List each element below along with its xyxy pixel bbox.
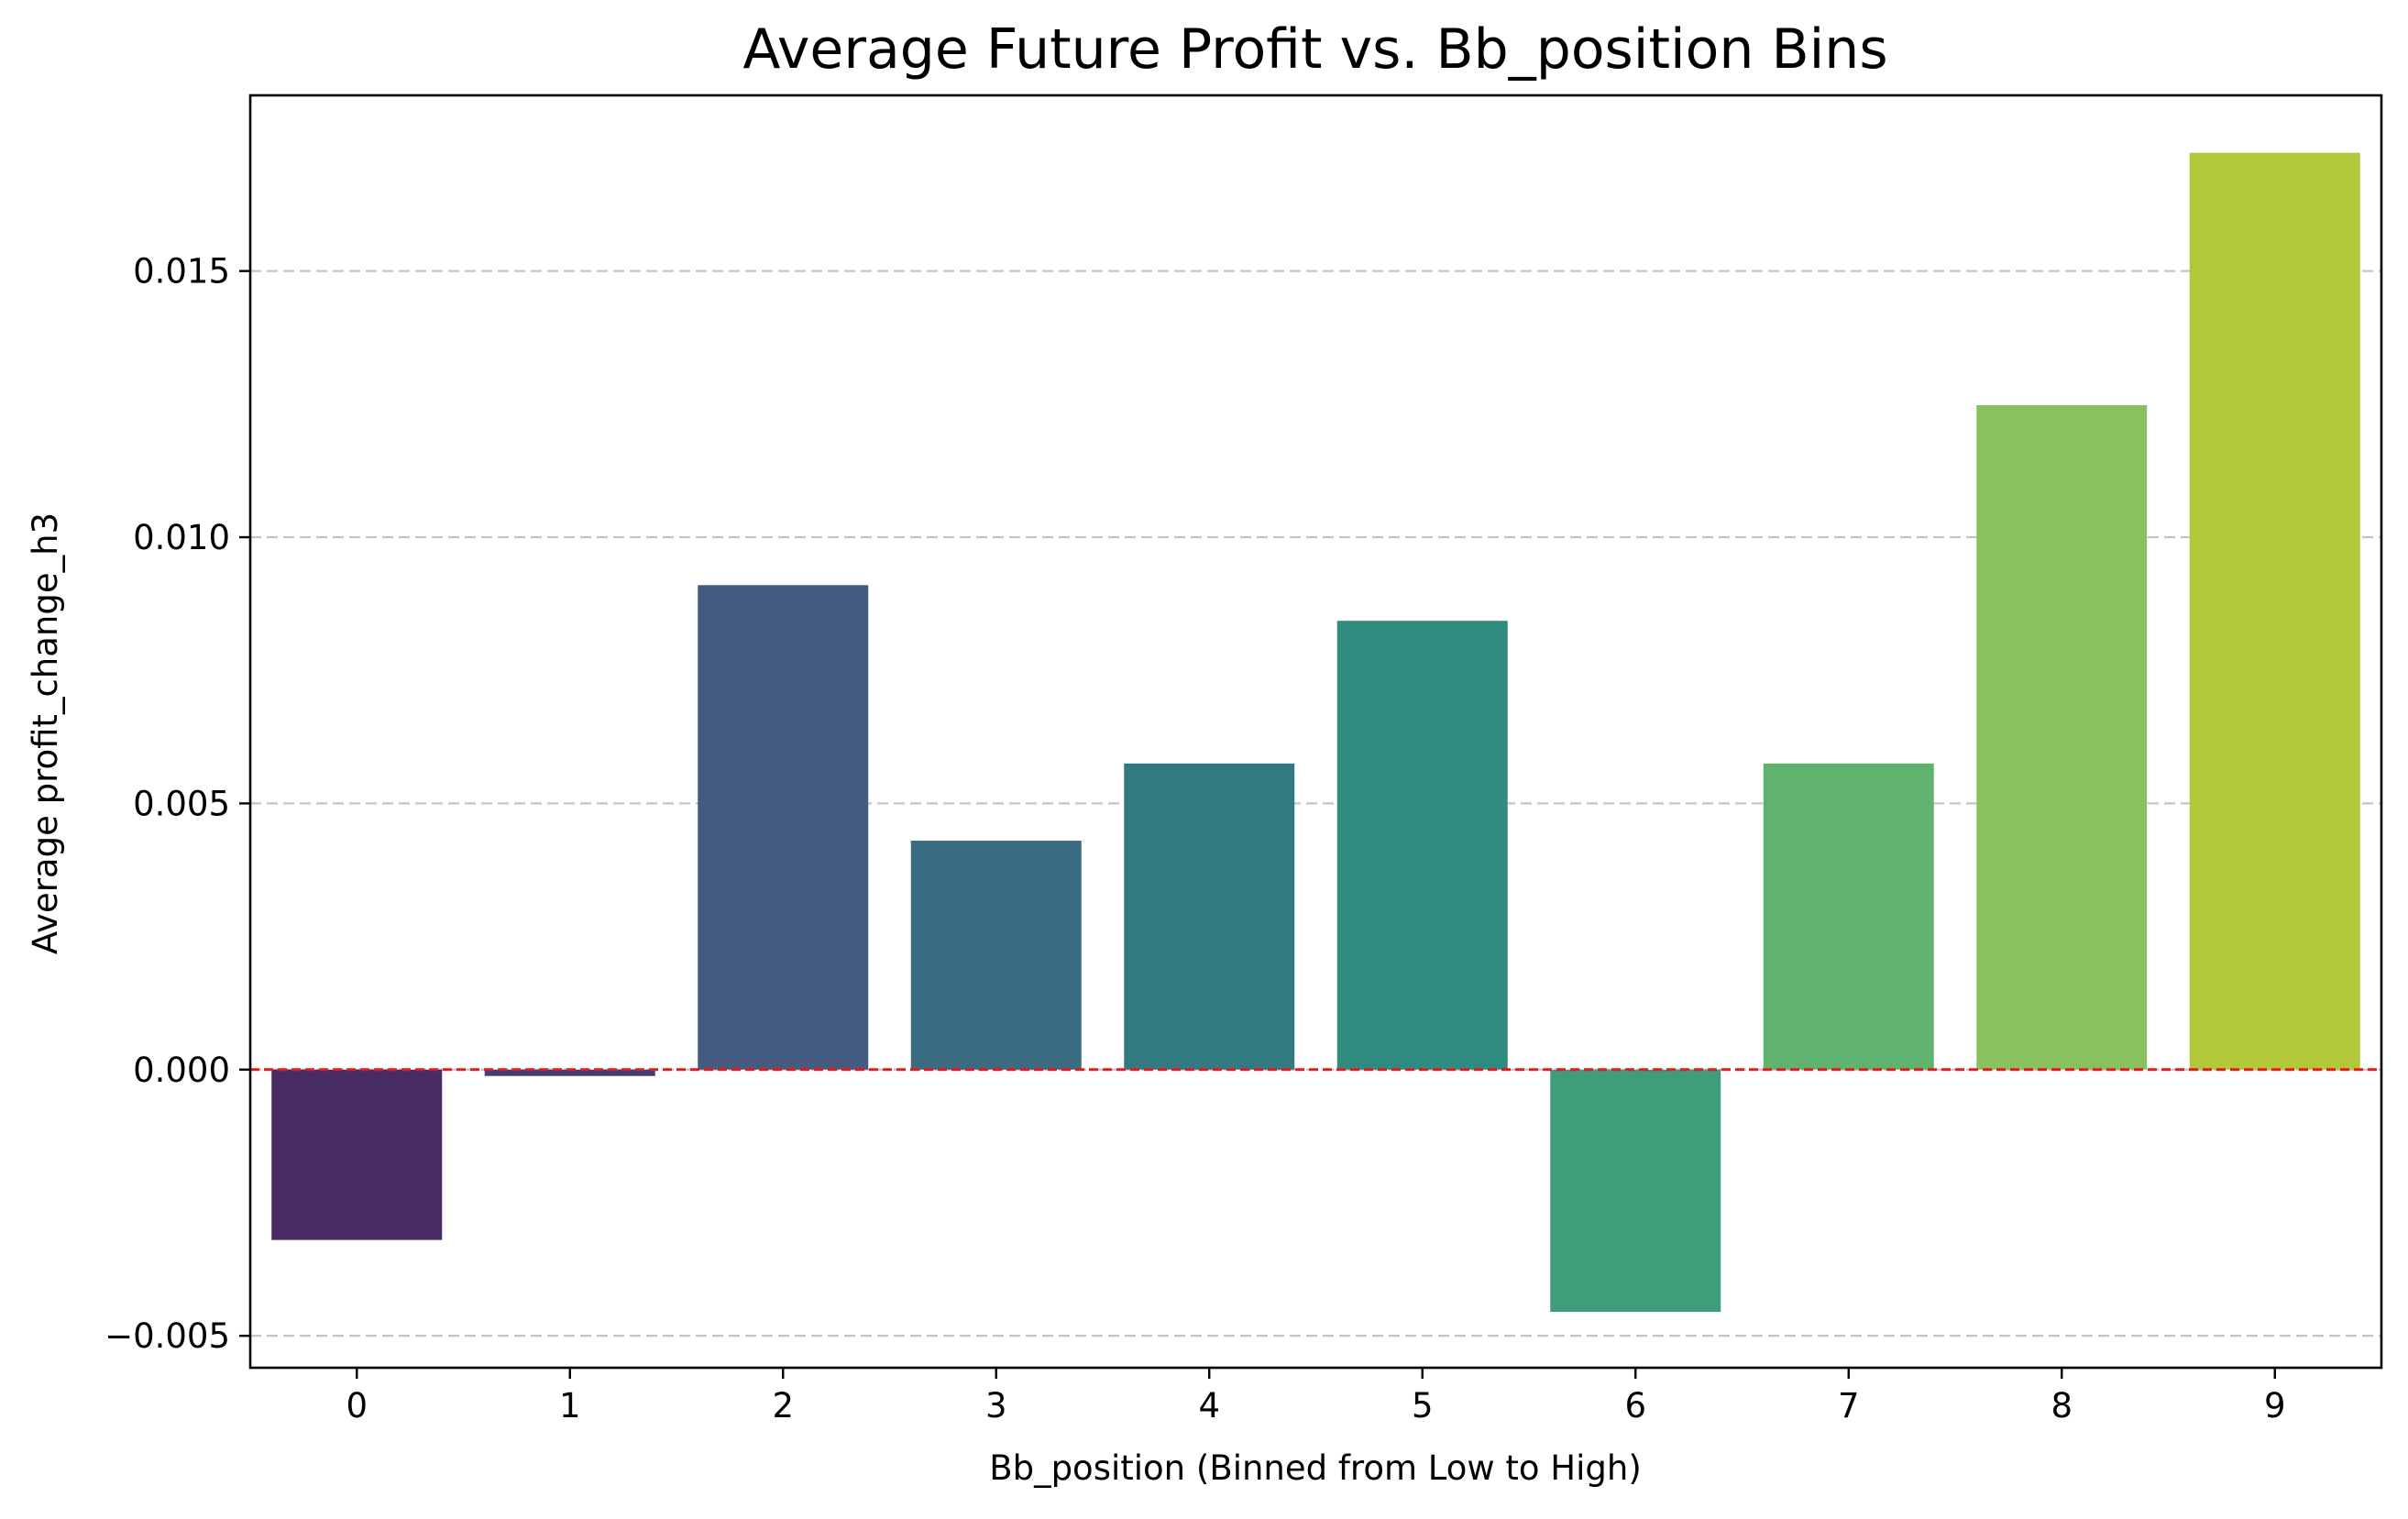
plot-frame — [248, 94, 2383, 1370]
y-axis-label: Average profit_change_h3 — [26, 512, 65, 954]
bar-3 — [910, 841, 1082, 1070]
bar-7 — [1763, 763, 1934, 1070]
bar-9 — [2189, 152, 2360, 1070]
x-tick-label: 8 — [2051, 1386, 2073, 1425]
x-axis-label: Bb_position (Binned from Low to High) — [989, 1448, 1642, 1488]
x-tick-label: 5 — [1412, 1386, 1434, 1425]
bar-4 — [1124, 763, 1295, 1070]
x-tick-label: 0 — [346, 1386, 368, 1425]
y-tick-label: 0.000 — [133, 1051, 230, 1090]
y-tick-label: −0.005 — [104, 1316, 230, 1356]
chart-title: Average Future Profit vs. Bb_position Bi… — [742, 17, 1887, 82]
y-tick-label: 0.015 — [133, 252, 230, 292]
bar-8 — [1976, 404, 2148, 1070]
y-tick-label: 0.010 — [133, 518, 230, 557]
x-tick-label: 4 — [1198, 1386, 1220, 1425]
y-tick-label: 0.005 — [133, 784, 230, 823]
bar-1 — [484, 1069, 655, 1076]
x-tick-label: 6 — [1624, 1386, 1646, 1425]
x-ticks: 0 1 2 3 4 5 6 7 8 9 — [346, 1368, 2286, 1425]
axes — [248, 94, 2383, 1370]
x-tick-label: 7 — [1838, 1386, 1860, 1425]
x-tick-label: 9 — [2264, 1386, 2286, 1425]
bar-5 — [1336, 621, 1508, 1070]
bars — [271, 152, 2360, 1313]
bar-0 — [271, 1069, 443, 1240]
x-tick-label: 3 — [985, 1386, 1007, 1425]
y-ticks: −0.005 0.000 0.005 0.010 0.015 — [104, 252, 250, 1356]
bar-2 — [698, 585, 869, 1070]
x-tick-label: 1 — [559, 1386, 581, 1425]
bar-6 — [1550, 1069, 1721, 1313]
x-tick-label: 2 — [772, 1386, 794, 1425]
